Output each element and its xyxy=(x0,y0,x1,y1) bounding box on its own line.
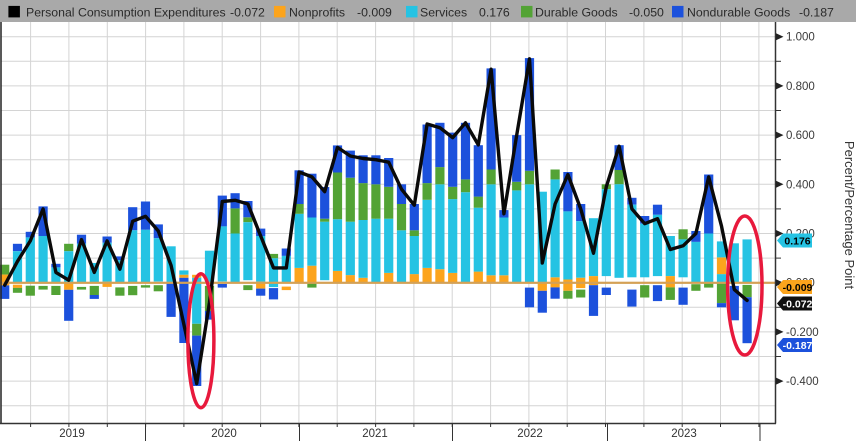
svg-text:-0.072: -0.072 xyxy=(230,5,265,19)
svg-text:2023: 2023 xyxy=(671,428,697,440)
svg-text:2020: 2020 xyxy=(211,428,237,440)
svg-text:Services: Services xyxy=(420,5,467,19)
svg-text:-0.187: -0.187 xyxy=(799,5,834,19)
svg-text:Percent/Percentage Point: Percent/Percentage Point xyxy=(842,141,856,290)
svg-text:0.176: 0.176 xyxy=(479,5,510,19)
svg-text:2019: 2019 xyxy=(59,428,85,440)
svg-text:-0.050: -0.050 xyxy=(629,5,664,19)
svg-text:Nondurable Goods: Nondurable Goods xyxy=(687,5,790,19)
svg-text:-0.400: -0.400 xyxy=(786,376,819,388)
svg-text:Durable Goods: Durable Goods xyxy=(535,5,618,19)
svg-text:2021: 2021 xyxy=(362,428,388,440)
svg-text:Nonprofits: Nonprofits xyxy=(289,5,345,19)
svg-text:-0.072: -0.072 xyxy=(783,298,813,310)
svg-text:1.000: 1.000 xyxy=(786,32,815,44)
svg-text:0.176: 0.176 xyxy=(784,235,810,247)
svg-text:-0.009: -0.009 xyxy=(783,282,813,294)
svg-text:-0.200: -0.200 xyxy=(786,327,819,339)
svg-text:-0.187: -0.187 xyxy=(783,340,813,352)
svg-text:0.400: 0.400 xyxy=(786,179,815,191)
svg-text:0.600: 0.600 xyxy=(786,130,815,142)
svg-text:-0.009: -0.009 xyxy=(357,5,392,19)
svg-text:Personal Consumption Expenditu: Personal Consumption Expenditures xyxy=(26,5,226,19)
svg-text:0.800: 0.800 xyxy=(786,81,815,93)
svg-text:2022: 2022 xyxy=(517,428,543,440)
